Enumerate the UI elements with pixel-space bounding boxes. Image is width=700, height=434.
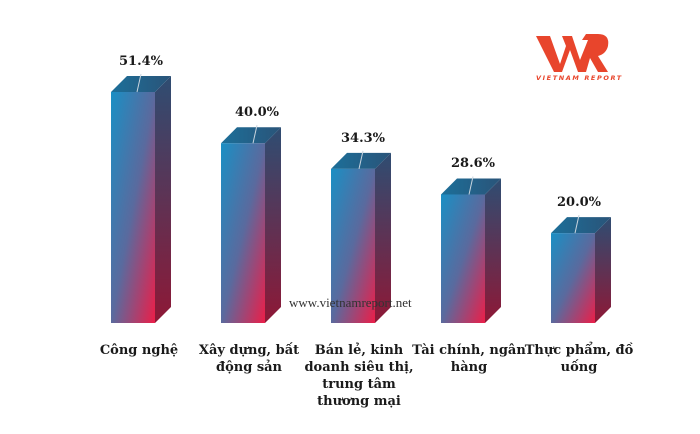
bars-group — [111, 73, 611, 323]
category-label: Xây dựng, bất động sản — [198, 343, 300, 375]
value-label: 34.3% — [340, 130, 385, 146]
vnr-logo-icon — [536, 34, 609, 72]
category-label: Tài chính, ngân hàng — [412, 343, 526, 375]
bar — [331, 150, 391, 323]
logo-text: VIETNAM REPORT — [536, 74, 623, 82]
category-label: Bán lẻ, kinh doanh siêu thị, trung tâm thươ… — [304, 343, 414, 409]
value-label: 28.6% — [450, 156, 495, 172]
bar — [441, 176, 501, 323]
value-label: 40.0% — [234, 105, 279, 121]
bar — [221, 125, 281, 323]
value-label: 51.4% — [118, 54, 163, 69]
value-label: 20.0% — [556, 195, 601, 211]
category-label: Công nghệ — [99, 343, 179, 358]
bar — [551, 215, 611, 323]
bar — [111, 73, 171, 323]
watermark: www.vietnamreport.net — [289, 295, 412, 310]
category-label: Thực phẩm, đồ uống — [524, 343, 634, 375]
